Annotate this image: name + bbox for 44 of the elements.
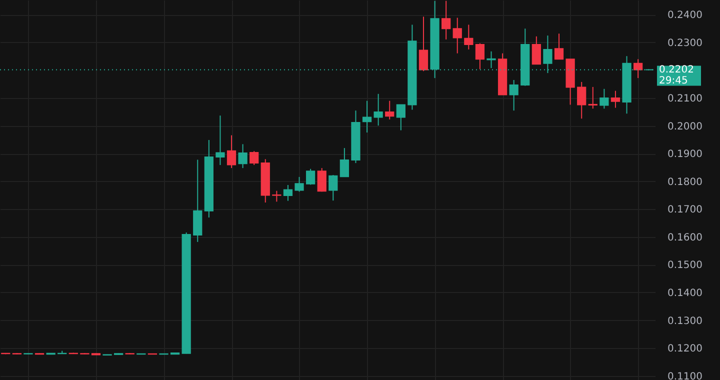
candlestick [588,86,598,110]
text: 29:45 [659,76,688,87]
y-tick-label: 0.2400 [668,10,702,22]
y-tick-label: 0.1200 [668,344,702,355]
candlestick [317,168,326,192]
y-tick-label: 0.1800 [668,176,702,188]
y-tick-label: 0.1100 [668,371,702,380]
candlestick [362,100,372,133]
candlestick [238,144,248,169]
candlestick [509,80,518,112]
candlestick [216,115,225,166]
candlestick [374,93,383,126]
candlestick [633,58,643,79]
candlestick [577,81,586,120]
candlestick [385,100,394,120]
candlestick [340,148,350,178]
y-tick-label: 0.2100 [668,94,702,105]
candlestick [306,168,316,186]
candlestick [442,0,451,40]
y-tick-label: 0.1500 [668,260,702,272]
y-tick-label: 0.1300 [668,316,702,327]
y-tick-label: 0.1600 [668,232,702,244]
candlestick [283,184,293,202]
candlestick [396,104,406,131]
candlestick [250,150,259,166]
candlestick [475,42,485,70]
y-tick-label: 0.1700 [668,204,702,216]
candlestick [272,190,282,202]
candlestick [452,17,462,54]
candlestick [328,174,338,202]
candlestick [532,36,541,65]
y-tick-label: 0.1400 [668,288,702,299]
y-tick-label: 0.2000 [668,121,702,132]
y-tick-label: 0.2300 [668,38,702,49]
candlestick [554,33,564,60]
y-tick-label: 0.1900 [668,149,702,160]
candlestick [294,176,304,192]
candlestick [610,90,620,108]
ref-line-label: 0.2202 [659,64,694,76]
candlestick [600,88,609,110]
candlestick [486,50,496,69]
candlestick [464,24,474,50]
candlestick [418,16,428,72]
candlestick [226,134,236,169]
